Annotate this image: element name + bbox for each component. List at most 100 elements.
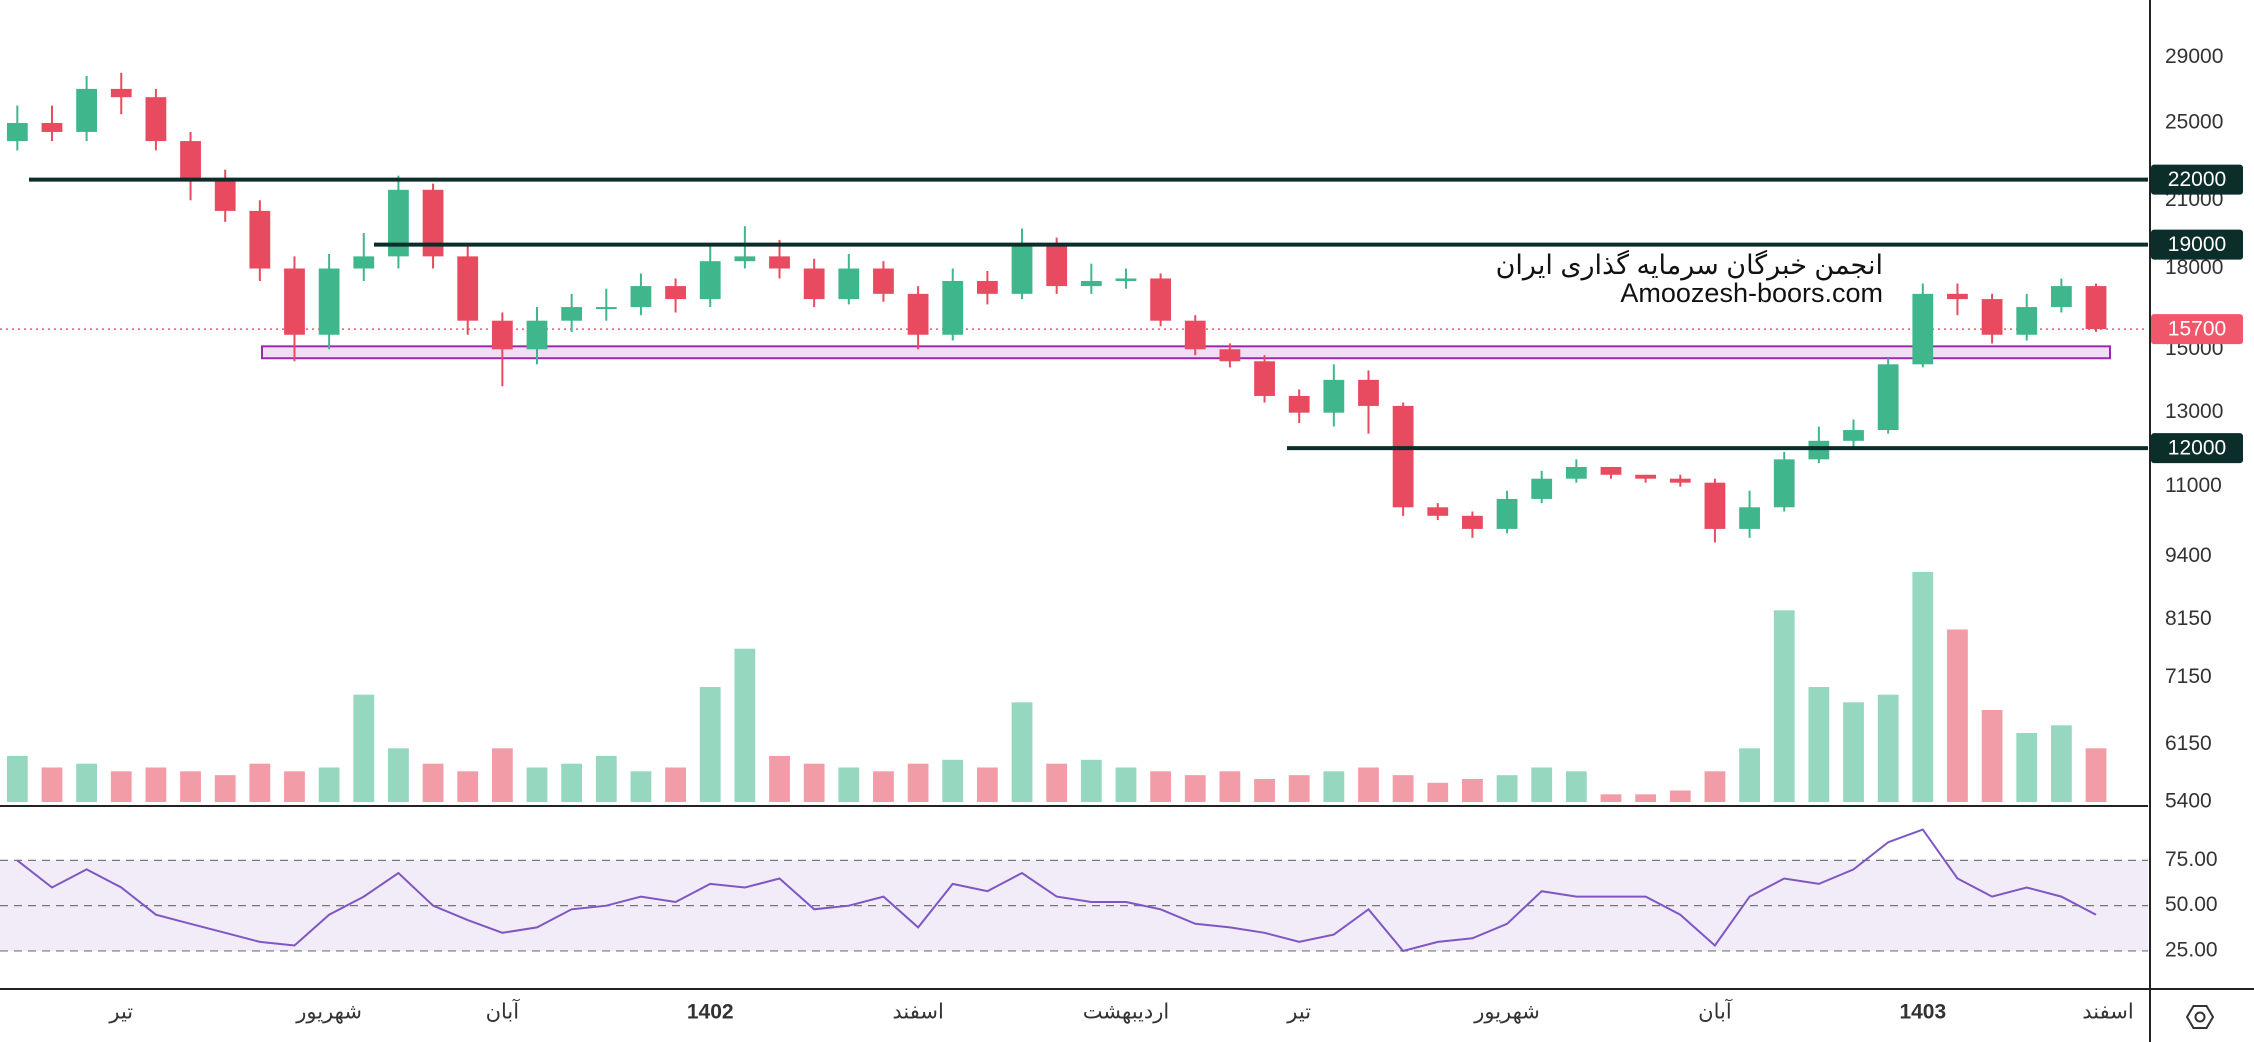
volume-bar (1808, 687, 1830, 802)
candle-body (1358, 379, 1379, 406)
candle-body (1877, 364, 1899, 431)
y-tick-label: 13000 (2165, 400, 2223, 423)
volume-bar (1011, 702, 1033, 802)
watermark-title: انجمن خبرگان سرمایه گذاری ایران (1496, 249, 1883, 281)
volume-bar (665, 767, 686, 802)
icon-hexagon (2185, 1005, 2215, 1029)
y-tick-label: 5400 (2165, 789, 2212, 812)
candle-body (1704, 482, 1726, 529)
rsi-tick-label: 75.00 (2165, 848, 2218, 871)
volume-bar (526, 767, 548, 802)
volume-bar (1150, 771, 1172, 802)
volume-bar (318, 767, 340, 802)
volume-bar (2016, 733, 2038, 802)
volume-bar (873, 771, 894, 802)
plot-layer: 75.0050.0025.002900025000210001800015000… (0, 45, 2243, 1024)
watermark-url: Amoozesh-boors.com (1620, 278, 1883, 308)
volume-bar (734, 648, 756, 802)
volume-bar (1358, 767, 1379, 802)
candle-body (110, 88, 132, 98)
candle-body (249, 210, 271, 269)
candle-body (907, 293, 929, 335)
candle-body (1011, 244, 1033, 294)
volume-bar (353, 694, 375, 802)
volume-bar (1565, 771, 1587, 802)
x-tick-label: شهریور (295, 1001, 362, 1024)
volume-bar (2050, 725, 2072, 802)
price-label-box (2151, 229, 2243, 260)
volume-bar (6, 756, 28, 802)
volume-bar (284, 771, 305, 802)
candle-body (1981, 299, 2003, 335)
volume-bar (1981, 710, 2003, 802)
candle-body (630, 286, 652, 308)
volume-bar (41, 767, 63, 802)
candle-body (873, 268, 894, 294)
candle-body (1323, 379, 1345, 413)
y-tick-label: 7150 (2165, 665, 2212, 688)
candle-body (1531, 478, 1553, 499)
candle-body (1496, 498, 1518, 529)
x-tick-label: آبان (1698, 999, 1733, 1024)
candle-body (1080, 280, 1102, 287)
volume-bar (249, 763, 271, 802)
rsi-tick-label: 25.00 (2165, 938, 2218, 961)
volume-bar (180, 771, 201, 802)
candle-body (1254, 361, 1275, 396)
volume-bar (976, 767, 998, 802)
volume-bar (942, 759, 964, 802)
volume-bar (1184, 775, 1206, 802)
candle-body (1150, 278, 1172, 321)
price-label-box (2151, 314, 2243, 345)
y-tick-label: 18000 (2165, 256, 2223, 279)
candle-body (699, 261, 721, 300)
candle-body (1219, 349, 1241, 362)
candle-body (526, 320, 548, 350)
candle-body (838, 268, 860, 300)
volume-bar (388, 748, 409, 802)
x-tick-label: شهریور (1473, 1001, 1540, 1024)
icon-center (2194, 1011, 2206, 1023)
volume-bar (1704, 771, 1726, 802)
volume-bar (630, 771, 652, 802)
volume-bar (2085, 748, 2107, 802)
y-tick-label: 9400 (2165, 544, 2212, 567)
candle-body (561, 307, 583, 321)
volume-bar (145, 767, 167, 802)
candle-body (942, 280, 964, 335)
volume-bar (838, 767, 860, 802)
volume-bar (769, 756, 790, 802)
candle-body (665, 286, 686, 300)
x-tick-label: 1403 (1899, 1001, 1946, 1024)
volume-bar (1877, 694, 1899, 802)
candle-body (769, 256, 790, 269)
candle-body (976, 280, 998, 294)
candle-body (1462, 515, 1483, 529)
candle-body (353, 256, 375, 269)
candle-body (1392, 405, 1414, 508)
candle-body (6, 122, 28, 142)
candle-body (457, 256, 479, 321)
volume-bar (1392, 775, 1414, 802)
candle-body (1046, 244, 1068, 287)
y-tick-label: 8150 (2165, 607, 2212, 630)
volume-bar (1739, 748, 1760, 802)
x-tick-label: آبان (486, 999, 521, 1024)
rsi-line (16, 828, 2097, 953)
x-tick-label: تیر (1286, 1001, 1311, 1024)
candle-body (1843, 430, 1864, 441)
x-tick-label: اسفند (2082, 1001, 2133, 1024)
volume-bar (1947, 629, 1968, 802)
candle-body (1635, 474, 1657, 479)
candle-body (214, 179, 236, 211)
candle-body (1912, 293, 1934, 365)
candle-body (803, 268, 825, 300)
candle-body (318, 268, 340, 335)
volume-bar (907, 763, 929, 802)
settings-icon[interactable] (2185, 1005, 2215, 1029)
candle-body (1184, 320, 1206, 350)
y-tick-label: 11000 (2165, 474, 2222, 497)
volume-bar (1046, 763, 1068, 802)
volume-bar (1427, 782, 1449, 802)
